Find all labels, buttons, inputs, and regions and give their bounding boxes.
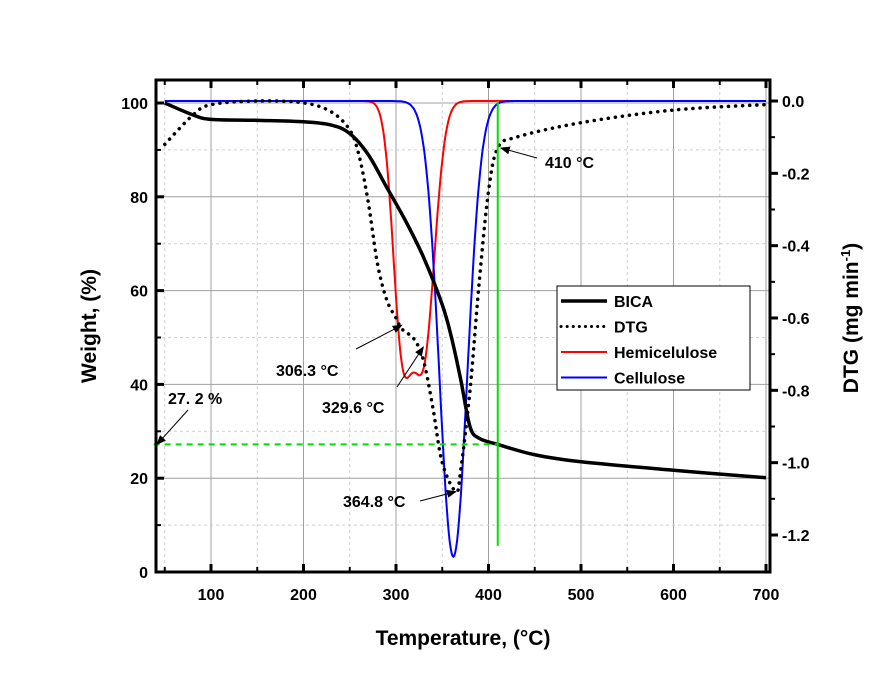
y2-tick-label: -1.0 bbox=[782, 456, 810, 473]
y-axis-right: 0.0 -0.2 -0.4 -0.6 -0.8 -1.0 -1.2 bbox=[770, 94, 810, 545]
x-tick-label: 500 bbox=[568, 587, 595, 604]
annotation-label: 306.3 °C bbox=[276, 363, 339, 380]
y2-axis-title-sup: -1 bbox=[838, 250, 853, 262]
annotation-arrow bbox=[499, 146, 538, 159]
y2-tick-label: -0.8 bbox=[782, 383, 810, 400]
y2-axis-title-main: DTG (mg min bbox=[840, 261, 863, 393]
y-tick-label: 20 bbox=[130, 471, 148, 488]
annotation-arrow bbox=[396, 346, 424, 388]
y2-axis-title: DTG (mg min-1) bbox=[838, 243, 863, 393]
y-axis-title: Weight, (%) bbox=[78, 269, 101, 383]
annotations: 410 °C 306.3 °C 329.6 °C 364.8 °C 27. 2 % bbox=[156, 146, 595, 511]
y2-tick-label: -0.6 bbox=[782, 311, 810, 328]
legend-box bbox=[556, 285, 751, 391]
y2-tick-label: 0.0 bbox=[782, 94, 804, 111]
y2-tick-label: -1.2 bbox=[782, 528, 810, 545]
legend-label-hemicelulose: Hemicelulose bbox=[614, 345, 717, 362]
x-tick-label: 600 bbox=[660, 587, 687, 604]
x-axis-title: Temperature, (°C) bbox=[376, 627, 551, 650]
x-tick-label: 300 bbox=[383, 587, 410, 604]
reference-lines bbox=[153, 101, 499, 546]
y2-tick-label: -0.2 bbox=[782, 166, 810, 183]
x-tick-label: 400 bbox=[475, 587, 502, 604]
x-axis: 100 200 300 400 500 600 700 bbox=[163, 80, 780, 604]
annotation-label: 410 °C bbox=[545, 155, 595, 172]
series-bica bbox=[164, 101, 767, 480]
y-tick-label: 60 bbox=[130, 284, 148, 301]
legend: BICA DTG Hemicelulose Cellulose bbox=[556, 285, 751, 391]
annotation-label: 27. 2 % bbox=[168, 391, 222, 408]
legend-label-bica: BICA bbox=[614, 294, 654, 311]
annotation-arrow bbox=[355, 324, 403, 350]
x-tick-label: 100 bbox=[198, 587, 225, 604]
y-axis-left: 0 20 40 60 80 100 bbox=[121, 96, 164, 582]
y-tick-label: 0 bbox=[139, 565, 148, 582]
y2-axis-title-end: ) bbox=[840, 243, 863, 250]
annotation-label: 364.8 °C bbox=[343, 494, 406, 511]
y-tick-label: 100 bbox=[121, 96, 148, 113]
annotation-label: 329.6 °C bbox=[322, 400, 385, 417]
y-tick-label: 80 bbox=[130, 190, 148, 207]
legend-label-dtg: DTG bbox=[614, 320, 648, 337]
annotation-arrow bbox=[156, 409, 189, 446]
legend-label-cellulose: Cellulose bbox=[614, 371, 685, 388]
annotation-arrow bbox=[419, 490, 457, 502]
y2-tick-label: -0.4 bbox=[782, 239, 810, 256]
x-tick-label: 700 bbox=[753, 587, 780, 604]
y-tick-label: 40 bbox=[130, 377, 148, 394]
x-tick-label: 200 bbox=[290, 587, 317, 604]
plot-frame bbox=[154, 78, 772, 574]
